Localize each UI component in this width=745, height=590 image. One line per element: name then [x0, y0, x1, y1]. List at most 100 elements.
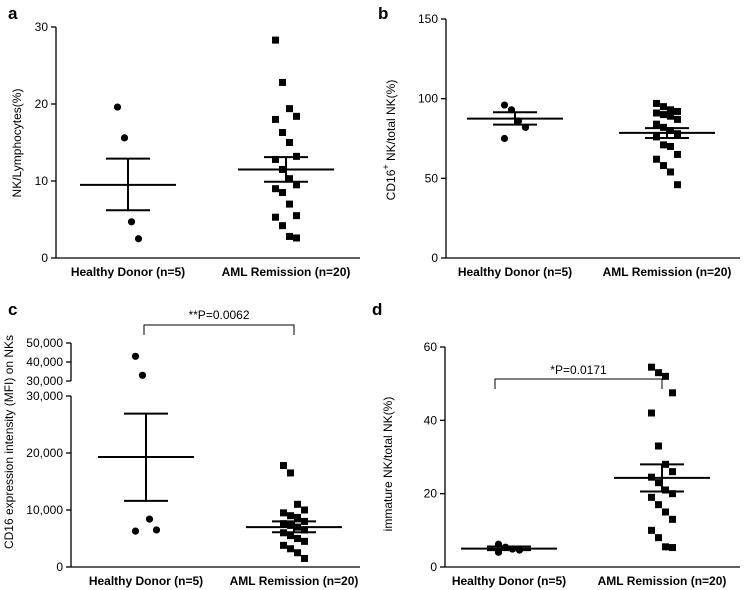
group-1-point: [127, 218, 136, 226]
group-1-point: [134, 235, 143, 243]
x-category-label: AML Remission (n=20): [598, 574, 727, 588]
group-2-point: [674, 150, 681, 158]
group-2-point: [662, 543, 669, 551]
group-2-point: [667, 168, 674, 176]
group-2-point: [669, 515, 676, 523]
y-tick-label: 50: [425, 171, 439, 185]
group-2-point: [272, 185, 279, 193]
group-1-point: [145, 515, 154, 523]
panel-letter-d: d: [372, 300, 382, 319]
group-2-point: [286, 200, 293, 208]
y-tick-label: 20,000: [26, 446, 63, 460]
group-2-point: [287, 532, 294, 540]
x-category-label: Healthy Donor (n=5): [452, 574, 566, 588]
group-2-point: [294, 513, 301, 521]
group-1-point: [131, 352, 140, 360]
group-2-point: [279, 128, 286, 136]
y-tick-label: 30: [35, 20, 49, 34]
group-2-point: [660, 111, 667, 119]
group-2-point: [648, 363, 655, 371]
group-2-point: [662, 372, 669, 380]
group-2-point: [287, 512, 294, 520]
group-2-point: [287, 521, 294, 529]
group-2-point: [667, 106, 674, 114]
y-axis-label-rest: NK/total NK(%): [384, 80, 398, 165]
y-tick-label: 40: [424, 413, 438, 427]
y-axis-label: NK/Lymphocytes(%): [10, 89, 24, 198]
group-2-point: [280, 541, 287, 549]
group-2-point: [669, 544, 676, 552]
group-2-point: [280, 462, 287, 470]
y-tick-label: 100: [418, 92, 438, 106]
group-2-point: [669, 490, 676, 498]
group-2-point: [662, 508, 669, 516]
y-tick-label: 0: [430, 560, 437, 574]
group-2-point: [294, 535, 301, 542]
group-2-point: [286, 175, 293, 183]
y-tick-label: 30,000: [26, 389, 63, 403]
group-2-point: [667, 142, 674, 150]
y-tick-label: 0: [41, 251, 48, 265]
group-2-point: [669, 468, 676, 476]
x-category-label: AML Remission (n=20): [222, 265, 351, 279]
group-2-point: [287, 469, 294, 477]
y-tick-label: 10,000: [26, 503, 63, 517]
group-2-point: [648, 409, 655, 417]
y-tick-label: 20: [35, 97, 49, 111]
x-category-label: Healthy Donor (n=5): [71, 265, 185, 279]
panel-letter-b: b: [378, 4, 388, 23]
group-2-point: [674, 181, 681, 189]
y-tick-label: 0: [56, 560, 63, 574]
y-tick-label: 50,000: [26, 336, 63, 350]
y-tick-label: 150: [418, 12, 438, 26]
y-axis-label-main: CD16: [384, 169, 398, 200]
group-1-point: [500, 134, 509, 143]
group-2-point: [286, 139, 293, 146]
significance-bracket: [143, 324, 295, 335]
y-tick-label: 10: [35, 174, 49, 188]
group-1-point: [138, 371, 147, 379]
group-2-point: [653, 133, 660, 141]
group-2-point: [653, 155, 660, 163]
group-2-point: [660, 162, 667, 170]
group-1-point: [131, 527, 140, 535]
y-tick-label: 30,000: [26, 374, 63, 388]
group-2-point: [655, 534, 662, 542]
significance-bracket: [494, 378, 663, 389]
y-axis-label-superscript: +: [381, 164, 391, 169]
group-2-point: [280, 520, 287, 528]
group-2-point: [293, 112, 300, 120]
group-2-point: [280, 509, 287, 517]
panel-letter-c: c: [8, 300, 17, 319]
y-tick-label: 60: [424, 340, 438, 354]
group-2-point: [655, 369, 662, 377]
group-1-point: [152, 526, 161, 534]
group-2-point: [293, 181, 300, 189]
group-2-point: [660, 103, 667, 111]
group-2-point: [674, 115, 681, 123]
x-category-label: AML Remission (n=20): [603, 265, 732, 279]
group-2-point: [674, 107, 681, 115]
x-category-label: Healthy Donor (n=5): [458, 265, 572, 279]
y-tick-label: 20: [424, 487, 438, 501]
group-2-point: [286, 232, 293, 240]
group-2-point: [301, 537, 308, 545]
group-2-point: [279, 189, 286, 197]
group-1-point: [120, 134, 129, 142]
group-2-point: [279, 78, 286, 86]
group-2-point: [669, 389, 676, 397]
group-2-point: [667, 112, 674, 120]
y-axis-label: CD16+ NK/total NK(%): [381, 80, 398, 201]
group-2-point: [293, 234, 300, 242]
panel-letter-a: a: [8, 4, 18, 23]
group-2-point: [662, 486, 669, 494]
y-axis-label: CD16 expression intensity (MFI) on NKs: [2, 335, 16, 549]
group-2-point: [653, 120, 660, 128]
y-tick-label: 0: [431, 251, 438, 265]
panel-b: b CD16+ NK/total NK(%) 0 50 100 150 Healthy …: [378, 4, 740, 279]
group-2-point: [648, 493, 655, 501]
group-2-point: [272, 36, 279, 44]
group-2-point: [660, 141, 667, 149]
group-2-point: [294, 500, 301, 508]
